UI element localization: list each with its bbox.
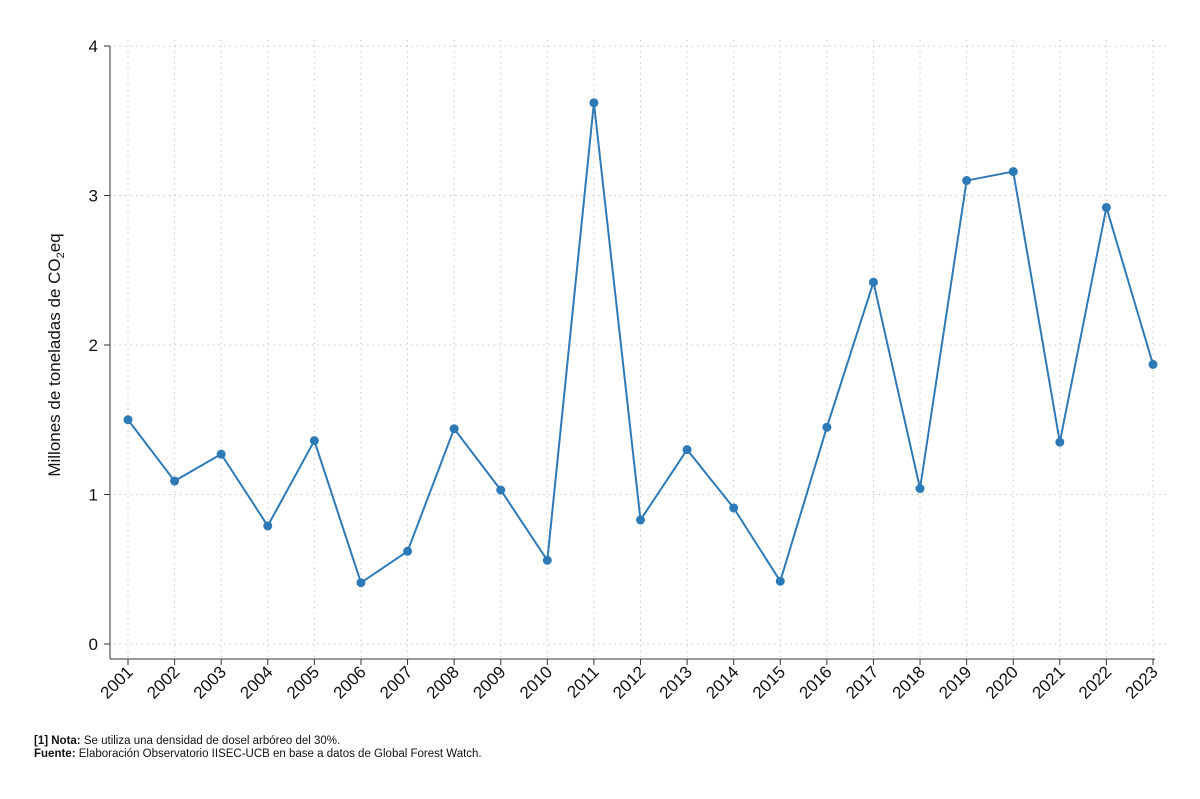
y-axis-label-subscript: 2 — [55, 252, 67, 258]
x-tick-label: 2006 — [330, 662, 370, 702]
data-point — [263, 521, 273, 531]
data-point — [170, 476, 180, 486]
data-point — [123, 415, 133, 425]
x-tick-label: 2020 — [982, 662, 1022, 702]
data-point — [216, 449, 226, 459]
source-text: Elaboración Observatorio IISEC-UCB en ba… — [75, 748, 482, 760]
data-point — [868, 277, 878, 287]
x-tick-label: 2011 — [563, 662, 602, 701]
x-tick-label: 2004 — [236, 662, 276, 702]
note-text: Se utiliza una densidad de dosel arbóreo… — [80, 735, 341, 747]
x-tick-label: 2007 — [376, 662, 416, 702]
x-tick-label: 2013 — [656, 662, 696, 702]
x-tick-label: 2023 — [1122, 662, 1162, 702]
x-tick-label: 2010 — [516, 662, 556, 702]
data-point — [775, 576, 785, 586]
y-tick-label: 2 — [89, 336, 98, 355]
tick-labels: 0 1 2 3 4 2001 2002 2003 2004 2005 2006 2007 2008 200… — [89, 37, 1162, 703]
y-axis-label: Millones de toneladas de CO2eq — [45, 233, 67, 476]
x-tick-label: 2016 — [796, 662, 836, 702]
x-tick-label: 2018 — [889, 662, 929, 702]
note-label: [1] Nota: — [34, 735, 81, 747]
x-tick-label: 2005 — [283, 662, 323, 702]
note-footnote: [1] Nota: Se utiliza una densidad de dos… — [34, 735, 340, 748]
data-point — [403, 546, 413, 556]
data-point — [1055, 437, 1065, 447]
x-tick-label: 2003 — [190, 662, 230, 702]
x-tick-label: 2008 — [423, 662, 463, 702]
data-point — [356, 578, 366, 588]
x-tick-label: 2019 — [935, 662, 975, 702]
axes — [104, 45, 1155, 665]
x-tick-label: 2001 — [97, 662, 137, 702]
source-footnote: Fuente: Elaboración Observatorio IISEC-U… — [34, 748, 482, 761]
data-point — [309, 436, 319, 446]
data-point — [449, 424, 459, 434]
x-tick-label: 2002 — [143, 662, 183, 702]
y-tick-label: 1 — [89, 486, 98, 505]
x-tick-label: 2012 — [609, 662, 649, 702]
data-point — [915, 484, 925, 494]
x-tick-label: 2014 — [702, 662, 742, 702]
y-axis-label-main: Millones de toneladas de CO — [45, 258, 64, 476]
data-point — [589, 98, 599, 108]
y-axis-label-suffix: eq — [45, 233, 64, 252]
data-point — [682, 445, 692, 455]
data-point — [1008, 167, 1018, 177]
x-tick-label: 2009 — [469, 662, 509, 702]
gridlines — [114, 40, 1168, 657]
data-series — [123, 98, 1158, 588]
data-point — [636, 515, 645, 525]
y-tick-label: 3 — [89, 187, 98, 206]
x-tick-label: 2017 — [842, 662, 882, 702]
data-point — [496, 485, 506, 495]
data-point — [1101, 202, 1111, 212]
data-point — [962, 176, 972, 186]
y-tick-label: 4 — [89, 37, 98, 56]
source-label: Fuente: — [34, 748, 76, 760]
data-point — [542, 555, 552, 565]
emissions-line-chart: 0 1 2 3 4 2001 2002 2003 2004 2005 2006 2007 2008 200… — [45, 37, 1168, 703]
x-tick-label: 2021 — [1028, 662, 1068, 702]
data-point — [729, 503, 739, 513]
x-tick-label: 2015 — [749, 662, 789, 702]
data-point — [1148, 359, 1158, 369]
x-tick-label: 2022 — [1075, 662, 1115, 702]
data-point — [822, 422, 832, 432]
y-tick-label: 0 — [89, 635, 98, 654]
